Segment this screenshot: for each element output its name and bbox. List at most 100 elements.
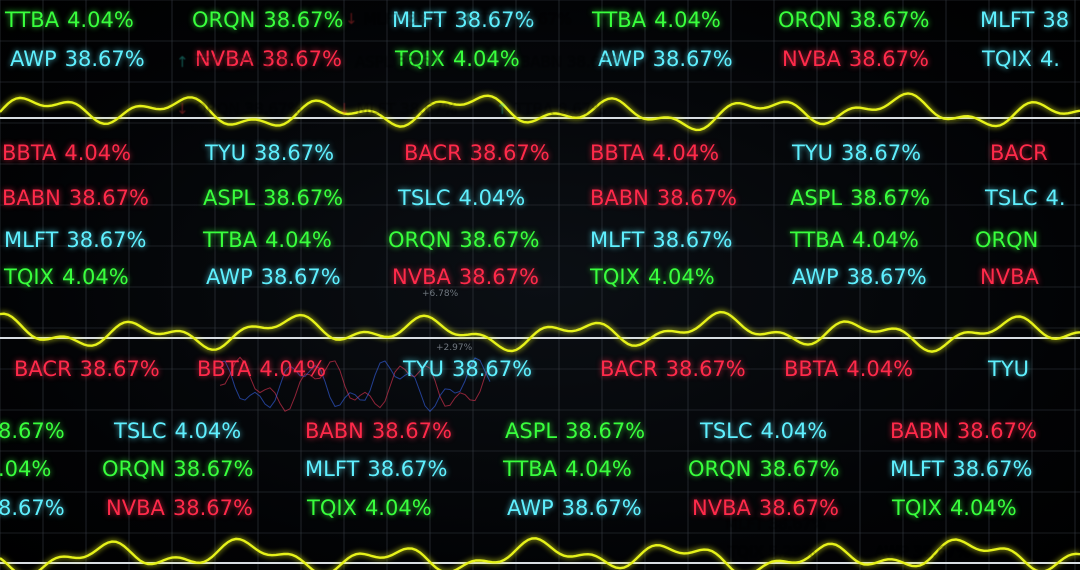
ticker-symbol: BACR [14, 357, 72, 381]
ticker-change: 38.67% [261, 47, 342, 71]
ticker-item: 8.67% [0, 419, 65, 443]
ticker-item: AWP 38.67% [206, 265, 341, 289]
ghost-ticker-label: TQIX 5.23% [728, 540, 816, 564]
ticker-change: 38.67% [846, 265, 927, 289]
ticker-change: 4.04% [458, 186, 526, 210]
ticker-change: 38.67% [565, 419, 646, 443]
ticker-change: 4.04% [647, 265, 715, 289]
ghost-ticker-label: ↓ ORQN 38.67% [176, 97, 302, 121]
ticker-symbol: ASPL [505, 419, 558, 443]
ticker-symbol: NVBA [392, 265, 451, 289]
ticker-symbol: BBTA [590, 141, 645, 165]
ticker-item: 8.67% [0, 496, 65, 520]
ticker-item: TYU 38.67% [205, 141, 334, 165]
ticker-item: BABN 38.67% [890, 419, 1037, 443]
ticker-symbol: TSLC [114, 419, 167, 443]
ticker-symbol: TYU [792, 141, 834, 165]
ticker-change: 38.67% [459, 228, 540, 252]
ghost-label-text: TTBA 8.67% [514, 100, 606, 118]
ticker-symbol: ASPL [203, 186, 256, 210]
mini-chart-label: +6.78% [422, 289, 459, 299]
arrow-up-icon: ↑ [462, 10, 475, 28]
ghost-ticker-label: AWP 38.67% [875, 540, 970, 564]
ticker-change: 4.04% [565, 457, 632, 481]
ticker-symbol: TTBA [203, 228, 258, 252]
ticker-symbol: NVBA [692, 496, 751, 520]
ticker-symbol: AWP [792, 265, 839, 289]
ticker-item: TTBA 4.04% [503, 457, 632, 481]
ghost-label-text: MLFT 38.67% [725, 515, 826, 533]
ticker-item: TQIX 4.04% [307, 496, 432, 520]
ticker-change: 38.67% [66, 228, 147, 252]
arrow-down-icon: ↓ [345, 10, 358, 28]
ticker-item: NVBA 38.67% [195, 47, 342, 71]
ticker-item: ORQN 38.67% [778, 8, 929, 32]
mini-chart-line [219, 356, 491, 412]
ticker-change: 4.04% [654, 8, 721, 32]
ticker-change: 38.67% [64, 47, 145, 71]
ticker-item: NVBA 38.67% [106, 496, 253, 520]
ticker-item: AWP 38.67% [10, 47, 145, 71]
ticker-symbol: TYU [403, 357, 445, 381]
ticker-symbol: NVBA [782, 47, 841, 71]
ticker-item: BABN 38.67% [590, 186, 737, 210]
ticker-symbol: TQIX [4, 265, 54, 289]
ticker-symbol: ORQN [975, 228, 1039, 252]
ticker-symbol: TTBA [790, 228, 845, 252]
ticker-item: ORQN 38.67% [192, 8, 343, 32]
ticker-change: 38.67% [452, 357, 533, 381]
wave-line [0, 92, 1080, 132]
ticker-change: 4.04% [852, 228, 919, 252]
ticker-symbol: ORQN [388, 228, 452, 252]
ticker-change: 4.04% [61, 265, 129, 289]
ticker-item: TSLC 4.04% [398, 186, 525, 210]
ticker-change: 38.67% [458, 265, 539, 289]
ticker-symbol: BBTA [2, 141, 57, 165]
ticker-change: 38.67% [848, 47, 929, 71]
ticker-item: ORQN 38.67% [388, 228, 539, 252]
ticker-symbol: NVBA [980, 265, 1039, 289]
ticker-change: 38.67% [79, 357, 160, 381]
ticker-symbol: ORQN [778, 8, 842, 32]
ghost-label-text: BABN 38.67% [520, 53, 625, 71]
ticker-symbol: BABN [890, 419, 949, 443]
ticker-item: AWP 38.67% [507, 496, 642, 520]
ghost-label-text: TTBA 8.67% [480, 10, 572, 28]
ticker-symbol: AWP [206, 265, 253, 289]
ticker-change: 38.67% [652, 47, 733, 71]
ticker-item: BBTA 4.04% [197, 357, 326, 381]
ticker-symbol: TQIX [892, 496, 942, 520]
ticker-symbol: TTBA [5, 8, 60, 32]
ticker-item: BBTA 4.04% [590, 141, 719, 165]
ticker-item: TYU [988, 357, 1037, 381]
ghost-ticker-label: ↓ MLFT 38.67% [338, 97, 457, 121]
wave-line [0, 537, 1080, 570]
ticker-item: BACR 38.67% [14, 357, 160, 381]
ticker-item: ASPL 38.67% [203, 186, 343, 210]
ticker-symbol: TSLC [700, 419, 753, 443]
ticker-change: 8.67% [0, 419, 65, 443]
ticker-symbol: BACR [990, 141, 1048, 165]
ticker-item: BACR 38.67% [404, 141, 550, 165]
ticker-symbol: NVBA [106, 496, 165, 520]
ticker-change: 38.67% [260, 265, 341, 289]
ticker-symbol: AWP [598, 47, 645, 71]
ticker-item: AWP 38.67% [792, 265, 927, 289]
ticker-change: 38.67% [656, 186, 737, 210]
ticker-change: 4.04% [949, 496, 1017, 520]
ghost-label-text: ASPL 38.67% [355, 53, 455, 71]
mini-chart-line [219, 357, 491, 413]
ticker-item: TSLC 4.04% [114, 419, 241, 443]
ticker-change: 4. [1045, 186, 1066, 210]
ticker-symbol: BABN [590, 186, 649, 210]
ghost-label-text: MLFT 38.67% [363, 10, 465, 28]
ticker-change: 38.67% [172, 496, 253, 520]
ticker-item: MLFT 38 [980, 8, 1069, 32]
ticker-symbol: MLFT [392, 8, 447, 32]
ticker-item: ORQN 38.67% [102, 457, 253, 481]
ticker-item: TSLC 4.04% [700, 419, 827, 443]
ticker-item: ASPL 38.67% [790, 186, 930, 210]
ticker-change: 4.04% [67, 8, 134, 32]
ticker-symbol: ORQN [102, 457, 166, 481]
ticker-symbol: MLFT [980, 8, 1035, 32]
